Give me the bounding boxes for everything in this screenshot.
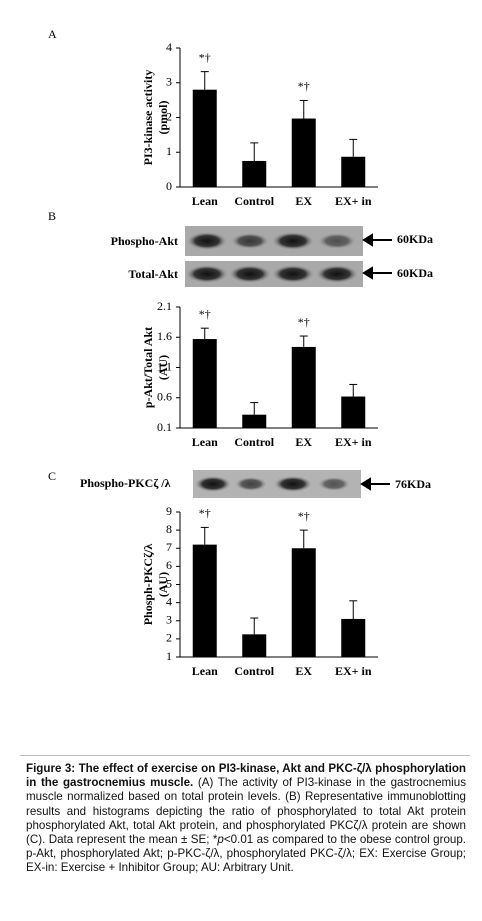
blot-size: 76KDa [395, 477, 431, 491]
x-tick-label: EX+ in [335, 664, 372, 678]
y-tick-label: 0.6 [157, 390, 172, 404]
annotation: *† [199, 506, 211, 520]
blot-image [185, 226, 363, 256]
x-tick-label: EX+ in [335, 194, 372, 208]
bar [341, 618, 366, 657]
blot-label: Total-Akt [128, 267, 178, 281]
blot-label: Phospho-Akt [111, 234, 178, 248]
x-tick-label: EX [295, 435, 312, 449]
y-tick-label: 2 [166, 631, 172, 645]
annotation: *† [199, 307, 211, 321]
y-tick-label: 3 [166, 75, 172, 89]
bar [242, 634, 267, 657]
bar [291, 118, 316, 187]
caption-text: <0.01 as compared to the obese control g… [26, 833, 467, 875]
bar [242, 160, 267, 187]
x-tick-label: EX+ in [335, 435, 372, 449]
annotation: *† [199, 50, 211, 64]
blot-label: Phospho-PKCζ /λ [80, 476, 171, 490]
y-tick-label: 1.1 [157, 359, 172, 373]
y-tick-label: 6 [166, 558, 172, 572]
annotation: *† [298, 79, 310, 93]
y-tick-label: 4 [166, 40, 172, 54]
y-tick-label: 1 [166, 144, 172, 158]
bar [341, 396, 366, 428]
y-tick-label: 1 [166, 649, 172, 663]
caption: Figure 3: The effect of exercise on PI3-… [20, 755, 470, 910]
y-tick-label: 2.1 [157, 299, 172, 313]
bar [291, 346, 316, 428]
y-tick-label: 7 [166, 540, 172, 554]
y-tick-label: 3 [166, 613, 172, 627]
annotation: *† [298, 315, 310, 329]
y-axis-label: (AU) [156, 355, 170, 380]
x-tick-label: Lean [192, 664, 218, 678]
caption-text: p [217, 833, 224, 847]
y-tick-label: 0 [166, 179, 172, 193]
blot-size: 60KDa [397, 266, 433, 280]
bar [192, 89, 217, 187]
y-axis-label: (pmol) [156, 101, 170, 135]
panel-label: C [48, 469, 56, 483]
y-tick-label: 2 [166, 109, 172, 123]
x-tick-label: Control [234, 194, 274, 208]
x-tick-label: Control [234, 664, 274, 678]
y-tick-label: 8 [166, 522, 172, 536]
y-tick-label: 1.6 [157, 329, 172, 343]
y-tick-label: 9 [166, 504, 172, 518]
bar [192, 339, 217, 428]
y-axis-label: PI3-kinase activity [141, 70, 155, 166]
caption-title: Figure 3: The effect of exercise on PI3-… [26, 762, 466, 790]
x-tick-label: Lean [192, 435, 218, 449]
arrows [360, 233, 392, 491]
y-axis-label: p-Akt/Total Akt [141, 327, 155, 408]
y-axis-label: (AU) [156, 572, 170, 597]
caption-text: (A) The activity of PI3-kinase in the ga… [26, 776, 466, 847]
y-axis-label: Phosph-PKCζ/λ [141, 544, 155, 626]
y-tick-label: 0.1 [157, 420, 172, 434]
blot-image [193, 470, 361, 498]
x-tick-label: EX [295, 194, 312, 208]
bar [291, 548, 316, 657]
x-tick-label: EX [295, 664, 312, 678]
panel-label: B [48, 209, 56, 223]
bar [242, 414, 267, 428]
x-tick-label: Control [234, 435, 274, 449]
annotation: *† [298, 509, 310, 523]
bar [341, 156, 366, 187]
panel-label: A [48, 27, 57, 41]
blot-size: 60KDa [397, 232, 433, 246]
x-tick-label: Lean [192, 194, 218, 208]
y-tick-label: 5 [166, 576, 172, 590]
figure: A B C Phospho-Akt Total-Akt Phospho-PKCζ… [48, 27, 433, 678]
blot-image [185, 261, 363, 287]
bar [192, 544, 217, 657]
y-tick-label: 4 [166, 594, 172, 608]
